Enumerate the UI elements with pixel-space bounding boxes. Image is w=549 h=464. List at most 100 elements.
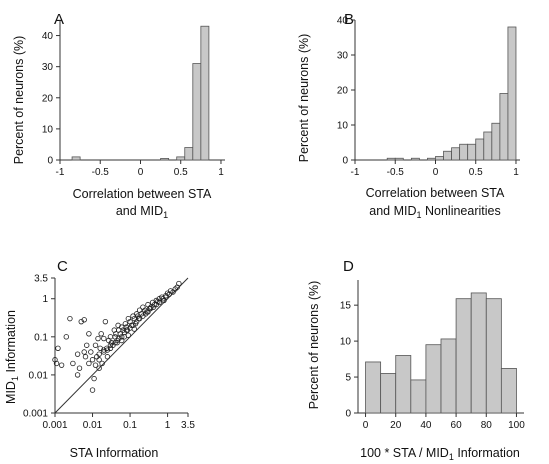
- panel-c-xlabel: STA Information: [70, 446, 159, 460]
- panel-b-x-tick-label: -1: [351, 167, 360, 178]
- panel-c-point: [125, 315, 132, 322]
- panel-c-point: [74, 351, 81, 357]
- panel-d-bar: [395, 355, 412, 414]
- panel-c-point: [166, 291, 172, 298]
- panel-c-point: [70, 360, 76, 367]
- panel-c-point: [99, 360, 105, 367]
- panel-b-xlabel-line2-pre: and MID: [369, 204, 416, 218]
- panel-d: D 0 20 40 60 80 100 0 5 10 15 Percent of neurons …: [307, 258, 525, 462]
- panel-d-bar: [425, 344, 442, 414]
- panel-c-point: [67, 315, 73, 322]
- panel-d-ylabel: Percent of neurons (%): [307, 281, 321, 410]
- panel-c-point: [156, 299, 162, 306]
- panel-a-x-tick-label: -0.5: [92, 167, 110, 178]
- panel-c-point: [82, 354, 89, 360]
- panel-d-bar: [380, 373, 397, 414]
- panel-c-x-tick-label: 1: [165, 420, 171, 431]
- panel-b-ylabel: Percent of neurons (%): [297, 34, 311, 163]
- panel-d-xlabel-subscript: 1: [449, 452, 454, 462]
- panel-a-x-tick-label: 0: [138, 167, 144, 178]
- panel-b-y-tick-label: 0: [342, 156, 348, 167]
- panel-b-y-tick-label: 20: [337, 86, 349, 97]
- panel-a-y-tick-label: 30: [42, 62, 54, 73]
- panel-a-y-tick-label: 0: [47, 156, 53, 167]
- panel-c: C 0.001 0.01 0.1 1 3.5 0.001 0.01 0.1 1 3.5 MID1 …: [4, 258, 195, 460]
- panel-a-xlabel-subscript: 1: [163, 210, 168, 220]
- panel-c-point: [86, 331, 92, 337]
- panel-b-bar: [491, 122, 501, 161]
- panel-c-x-tick-label: 0.1: [123, 420, 137, 431]
- panel-c-point: [96, 351, 102, 357]
- panel-c-point: [76, 365, 83, 371]
- panel-c-point: [133, 318, 140, 325]
- panel-d-y-tick-label: 15: [340, 301, 352, 312]
- panel-b-bar: [467, 143, 477, 161]
- panel-letter-b: B: [344, 11, 354, 28]
- panel-d-bar: [470, 292, 487, 414]
- panel-c-point: [96, 365, 102, 371]
- panel-c-point: [96, 357, 102, 363]
- panel-c-point: [95, 335, 101, 342]
- panel-b-bar: [435, 156, 444, 161]
- panel-c-y-tick-label: 1: [42, 294, 48, 305]
- panel-d-x-tick-label: 20: [390, 420, 402, 431]
- panel-c-y-tick-label: 0.001: [23, 409, 48, 420]
- panel-b-xlabel-line2: and MID1 Nonlinearities: [369, 204, 500, 220]
- panel-c-y-tick-label: 0.1: [34, 332, 48, 343]
- panel-c-point: [53, 360, 60, 367]
- panel-c-point: [160, 296, 166, 302]
- panel-c-point: [114, 340, 120, 346]
- panel-c-point: [92, 362, 99, 368]
- panel-b-x-tick-label: 1: [513, 167, 519, 178]
- panel-c-x-tick-label: 0.01: [83, 420, 103, 431]
- panel-c-point: [81, 317, 87, 323]
- panel-c-point: [145, 309, 151, 315]
- panel-c-ylabel-pre: MID: [4, 381, 18, 404]
- panel-b-bar: [427, 157, 436, 161]
- panel-a-x-tick-label: -1: [56, 167, 65, 178]
- panel-a-y-tick-label: 10: [42, 124, 54, 135]
- panel-c-point: [63, 334, 69, 340]
- panel-b-xlabel-line2-post: Nonlinearities: [422, 204, 501, 218]
- panel-d-x-tick-label: 80: [481, 420, 493, 431]
- panel-c-y-tick-label: 3.5: [34, 274, 48, 285]
- panel-b-bar: [499, 93, 509, 161]
- panel-b-bar: [483, 131, 493, 161]
- panel-c-point: [89, 357, 96, 363]
- panel-c-point: [119, 337, 125, 344]
- panel-c-point: [176, 280, 182, 287]
- panel-d-y-tick-label: 5: [345, 373, 351, 384]
- panel-c-ylabel: MID1 Information: [4, 310, 20, 404]
- panel-d-bar: [485, 298, 502, 414]
- panel-b-x-tick-label: 0: [433, 167, 439, 178]
- panel-a-xlabel-line2-text: and MID: [116, 204, 163, 218]
- panel-c-ylabel-post: Information: [4, 310, 18, 376]
- panel-b-xlabel-line1: Correlation between STA: [366, 186, 505, 200]
- panel-d-x-tick-label: 100: [508, 420, 525, 431]
- panel-d-plot: 0 20 40 60 80 100 0 5 10 15: [340, 280, 525, 431]
- panel-c-point: [104, 354, 111, 360]
- panel-d-x-tick-label: 0: [363, 420, 369, 431]
- panel-b-bar: [394, 157, 404, 161]
- panel-c-point: [136, 315, 143, 322]
- panel-a-x-tick-label: 0.5: [174, 167, 188, 178]
- panel-b-y-tick-label: 30: [337, 51, 349, 62]
- panel-c-point: [58, 362, 65, 368]
- panel-a-bar: [71, 156, 81, 161]
- panel-d-bar: [410, 379, 427, 414]
- panel-c-point: [102, 318, 109, 325]
- panel-c-point: [101, 335, 107, 342]
- panel-c-point: [130, 322, 136, 329]
- panel-a-y-tick-label: 20: [42, 93, 54, 104]
- panel-c-point: [84, 342, 90, 348]
- panel-c-point: [112, 340, 118, 346]
- panel-c-point: [163, 294, 169, 300]
- panel-d-bar: [500, 368, 517, 414]
- panel-c-point: [98, 331, 104, 337]
- panel-c-point: [89, 387, 96, 393]
- panel-a-xlabel-line2: and MID1: [116, 204, 168, 220]
